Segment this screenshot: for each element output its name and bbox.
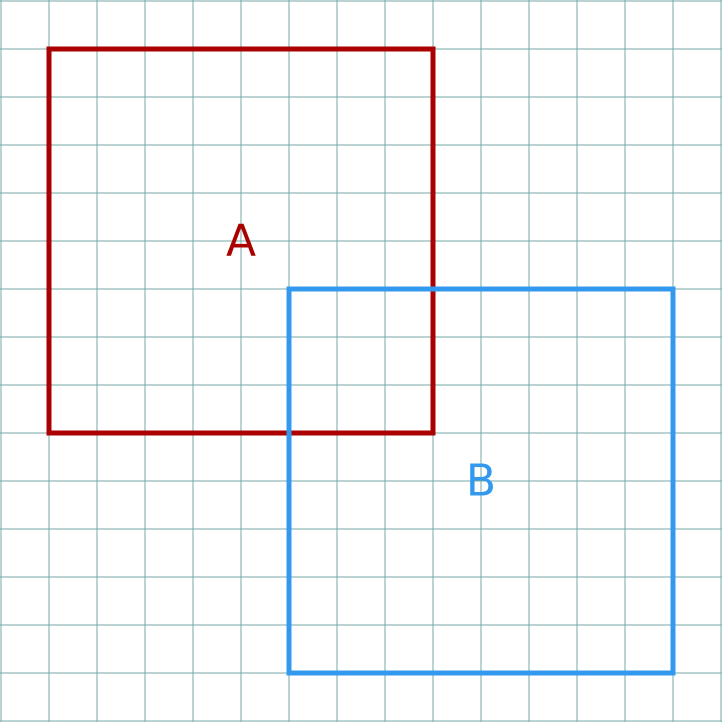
- square-b: [286, 286, 676, 676]
- square-a: [46, 46, 436, 436]
- square-b-label: B: [466, 456, 496, 507]
- square-a-label: A: [226, 216, 256, 267]
